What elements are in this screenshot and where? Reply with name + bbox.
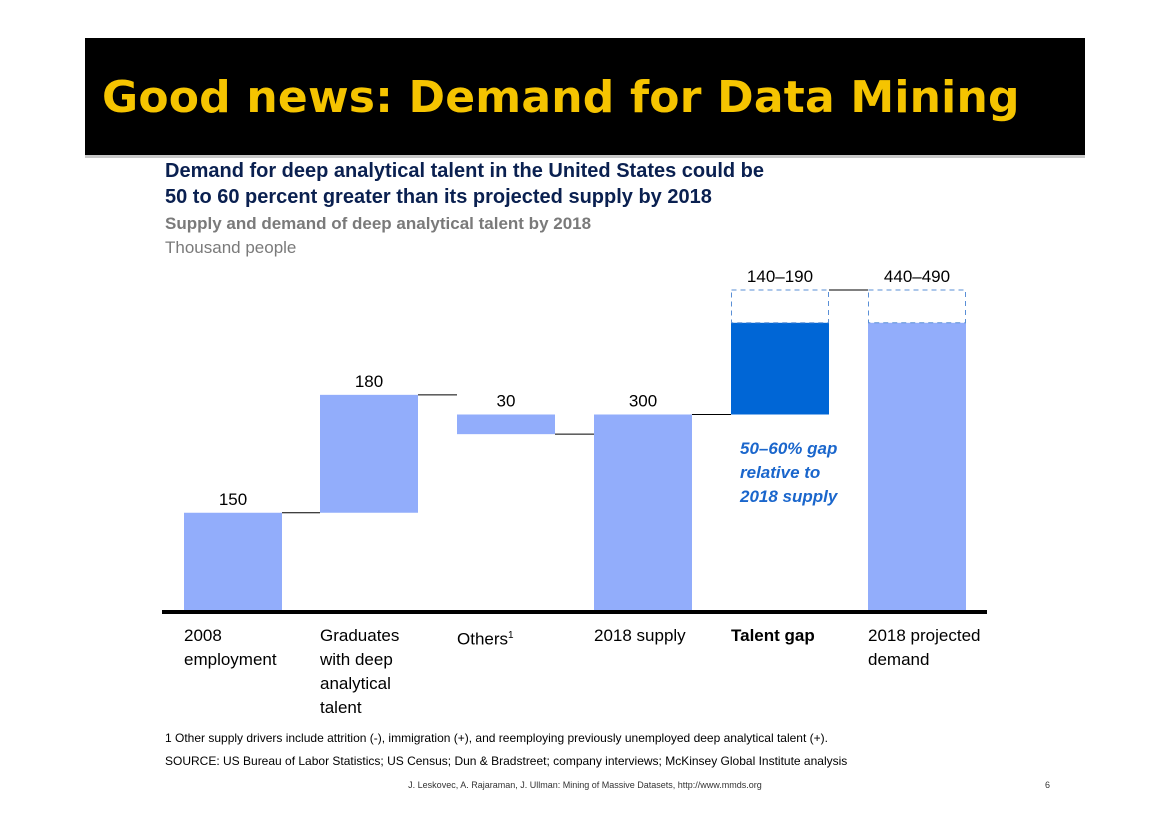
category-label-4: Talent gap <box>731 626 815 645</box>
category-label-0: 2008 employment <box>184 626 277 669</box>
bar-range-4 <box>731 289 829 324</box>
bar-0 <box>184 512 282 611</box>
page-number: 6 <box>1045 780 1051 790</box>
chart-units: Thousand people <box>165 238 297 257</box>
bar-range-5 <box>868 289 966 324</box>
bar-5 <box>868 322 966 611</box>
bar-1 <box>320 394 418 513</box>
data-label-5: 440–490 <box>884 267 950 286</box>
title-bar <box>85 38 1085 155</box>
category-label-5: 2018 projected demand <box>868 626 981 669</box>
headline-line-2: 50 to 60 percent greater than its projec… <box>165 186 712 208</box>
bar-4 <box>731 322 829 415</box>
category-label-2: Others1 <box>457 629 514 649</box>
bar-2 <box>457 414 555 435</box>
data-label-0: 150 <box>219 490 247 509</box>
category-label-3: 2018 supply <box>594 626 686 645</box>
chart-headline: Demand for deep analytical talent in the… <box>165 158 764 210</box>
slide-title: Good news: Demand for Data Mining <box>102 72 1020 123</box>
slide-credit: J. Leskovec, A. Rajaraman, J. Ullman: Mi… <box>408 780 762 790</box>
title-divider <box>85 155 1085 158</box>
gap-annotation-line-3: 2018 supply <box>740 487 838 506</box>
data-label-3: 300 <box>629 392 657 411</box>
bar-3 <box>594 414 692 611</box>
data-label-2: 30 <box>497 392 516 411</box>
gap-annotation-line-1: 50–60% gap <box>740 439 838 458</box>
data-label-4: 140–190 <box>747 267 813 286</box>
footnote-marker: 1 <box>508 630 514 641</box>
chart-subtitle: Supply and demand of deep analytical tal… <box>165 214 592 233</box>
gap-annotation: 50–60% gap relative to 2018 supply <box>740 437 837 509</box>
gap-annotation-line-2: relative to <box>740 463 821 482</box>
data-label-1: 180 <box>355 372 383 391</box>
footnote: 1 Other supply drivers include attrition… <box>165 731 828 745</box>
headline-line-1: Demand for deep analytical talent in the… <box>165 160 765 182</box>
category-label-1: Graduates with deep analytical talent <box>320 626 400 717</box>
source-note: SOURCE: US Bureau of Labor Statistics; U… <box>165 754 848 768</box>
